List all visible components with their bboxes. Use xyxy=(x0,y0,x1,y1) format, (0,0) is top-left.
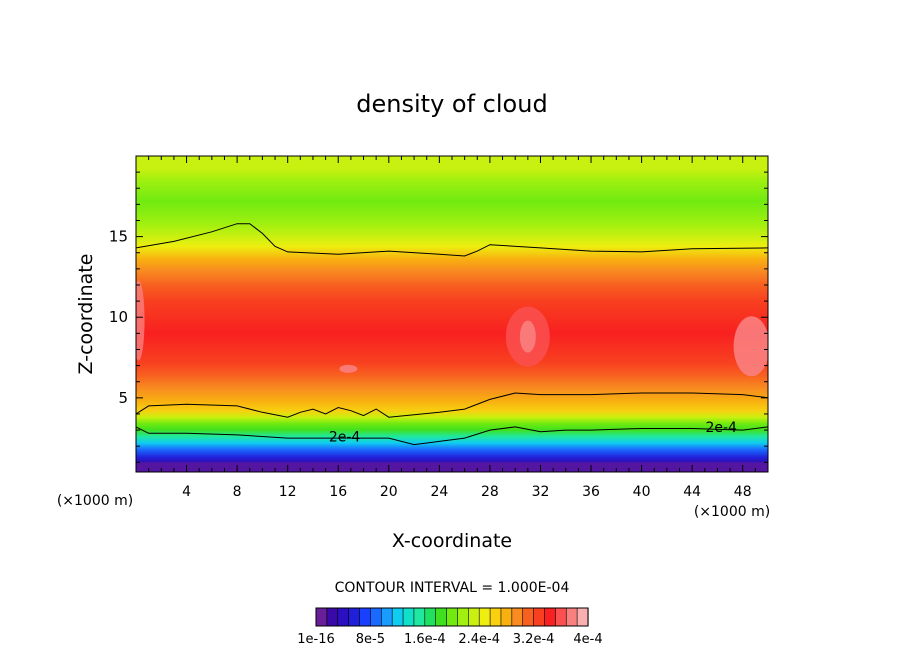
colorbar-swatch-2 xyxy=(337,607,350,627)
x-tick-label: 16 xyxy=(329,484,347,500)
colorbar-swatch-14 xyxy=(468,607,480,627)
colorbar-tick-label-1: 8e-5 xyxy=(356,632,385,647)
x-tick-label: 12 xyxy=(279,484,297,500)
x-axis-label: X-coordinate xyxy=(392,530,512,552)
ground-band xyxy=(136,462,768,472)
max-core-small xyxy=(339,364,358,373)
chart-title: density of cloud xyxy=(356,90,547,118)
colorbar-swatch-13 xyxy=(457,607,469,627)
colorbar-tick-label-2: 1.6e-4 xyxy=(404,632,446,647)
x-axis: 4 8 12 16 20 24 28 32 36 40 44 48 xyxy=(148,156,756,500)
max-core-right xyxy=(733,316,768,377)
max-core-inner xyxy=(519,320,536,353)
colorbar-swatch-20 xyxy=(533,607,546,627)
x-tick-label: 40 xyxy=(633,484,651,500)
x-tick-label: 36 xyxy=(582,484,600,500)
colorbar-frame xyxy=(315,607,589,627)
colorbar-swatch-10 xyxy=(424,607,437,627)
colorbar-swatch-1 xyxy=(326,607,339,627)
colorbar-swatch-19 xyxy=(522,607,535,627)
colorbar-swatch-24 xyxy=(576,607,589,627)
colorbar-swatch-3 xyxy=(348,607,361,627)
contour-line-mid xyxy=(136,392,768,418)
x-tick-label: 28 xyxy=(481,484,499,500)
colorbar-swatch-23 xyxy=(565,607,578,627)
x-tick-label: 48 xyxy=(734,484,752,500)
contour-line-upper xyxy=(136,223,768,257)
y-axis-label: Z-coordinate xyxy=(75,254,97,375)
x-tick-label: 4 xyxy=(182,484,191,500)
colorbar xyxy=(315,607,589,627)
x-unit-left: (×1000 m) xyxy=(57,493,133,509)
contour-fill xyxy=(136,156,768,472)
colorbar-swatch-5 xyxy=(370,607,382,627)
colorbar-swatch-16 xyxy=(489,607,502,627)
colorbar-tick-label-3: 2.4e-4 xyxy=(458,632,500,647)
x-tick-label: 44 xyxy=(683,484,701,500)
plot-area xyxy=(136,156,768,472)
contour-label-1: 2e-4 xyxy=(705,420,737,436)
colorbar-swatch-17 xyxy=(500,607,513,627)
colorbar-swatch-6 xyxy=(380,607,393,627)
x-unit-right: (×1000 m) xyxy=(694,504,770,520)
x-tick-label: 8 xyxy=(233,484,242,500)
contour-labels: 2e-4 2e-4 xyxy=(329,420,737,446)
colorbar-swatch-0 xyxy=(315,607,328,627)
colorbar-swatch-15 xyxy=(478,607,491,627)
y-tick-label: 10 xyxy=(109,308,128,326)
colorbar-swatch-12 xyxy=(446,607,459,627)
x-tick-label: 24 xyxy=(430,484,448,500)
colorbar-swatch-11 xyxy=(435,607,448,627)
colorbar-swatch-21 xyxy=(544,607,556,627)
y-tick-label: 15 xyxy=(109,228,128,246)
colorbar-swatch-9 xyxy=(413,607,426,627)
colorbar-swatch-8 xyxy=(402,607,415,627)
colorbar-tick-label-5: 4e-4 xyxy=(573,632,602,647)
colorbar-swatch-4 xyxy=(359,607,371,627)
colorbar-tick-labels: 1e-16 8e-5 1.6e-4 2.4e-4 3.2e-4 4e-4 xyxy=(297,632,602,647)
colorbar-tick-label-4: 3.2e-4 xyxy=(513,632,555,647)
y-tick-label: 5 xyxy=(118,389,128,407)
max-core-left xyxy=(136,280,145,361)
y-axis: 5 10 15 xyxy=(109,171,768,463)
colorbar-swatch-22 xyxy=(555,607,567,627)
x-tick-label: 20 xyxy=(380,484,398,500)
colorbar-swatch-18 xyxy=(511,607,524,627)
colorbar-swatch-7 xyxy=(391,607,404,627)
colorbar-tick-label-0: 1e-16 xyxy=(297,632,335,647)
contour-label-0: 2e-4 xyxy=(329,430,361,446)
contour-line-2e-4 xyxy=(136,426,768,446)
x-tick-label: 32 xyxy=(532,484,550,500)
contour-interval: CONTOUR INTERVAL = 1.000E-04 xyxy=(335,580,570,596)
